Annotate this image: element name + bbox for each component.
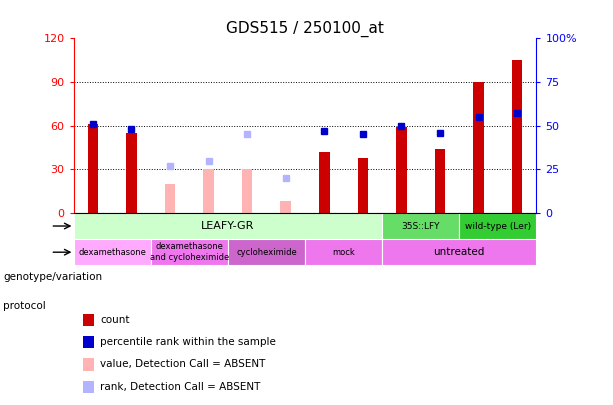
Text: dexamethasone
and cycloheximide: dexamethasone and cycloheximide [150, 243, 229, 262]
Bar [473, 82, 484, 213]
Title: GDS515 / 250100_at: GDS515 / 250100_at [226, 21, 384, 37]
Bar [435, 149, 445, 213]
Bar [165, 184, 175, 213]
Bar [459, 213, 536, 239]
Text: dexamethasone: dexamethasone [78, 248, 146, 257]
Text: LEAFY-GR: LEAFY-GR [201, 221, 254, 231]
Bar [305, 239, 382, 265]
Bar [382, 213, 459, 239]
Bar [242, 169, 253, 213]
Bar [382, 239, 536, 265]
Bar [74, 213, 382, 239]
Text: wild-type (Ler): wild-type (Ler) [465, 222, 531, 230]
Bar [88, 124, 98, 213]
Text: value, Detection Call = ABSENT: value, Detection Call = ABSENT [100, 360, 265, 369]
Text: protocol: protocol [3, 301, 46, 311]
Bar [204, 169, 214, 213]
Bar [512, 60, 522, 213]
Text: count: count [100, 315, 129, 325]
Bar [357, 158, 368, 213]
Text: untreated: untreated [433, 247, 485, 257]
Bar [74, 239, 151, 265]
Bar [126, 133, 137, 213]
Bar [228, 239, 305, 265]
Text: mock: mock [332, 248, 355, 257]
Bar [319, 152, 330, 213]
Text: genotype/variation: genotype/variation [3, 273, 102, 282]
Bar [280, 201, 291, 213]
Bar [396, 127, 406, 213]
Text: 35S::LFY: 35S::LFY [402, 222, 440, 230]
Text: cycloheximide: cycloheximide [236, 248, 297, 257]
Bar [151, 239, 228, 265]
Text: percentile rank within the sample: percentile rank within the sample [100, 337, 276, 347]
Text: rank, Detection Call = ABSENT: rank, Detection Call = ABSENT [100, 382, 261, 392]
